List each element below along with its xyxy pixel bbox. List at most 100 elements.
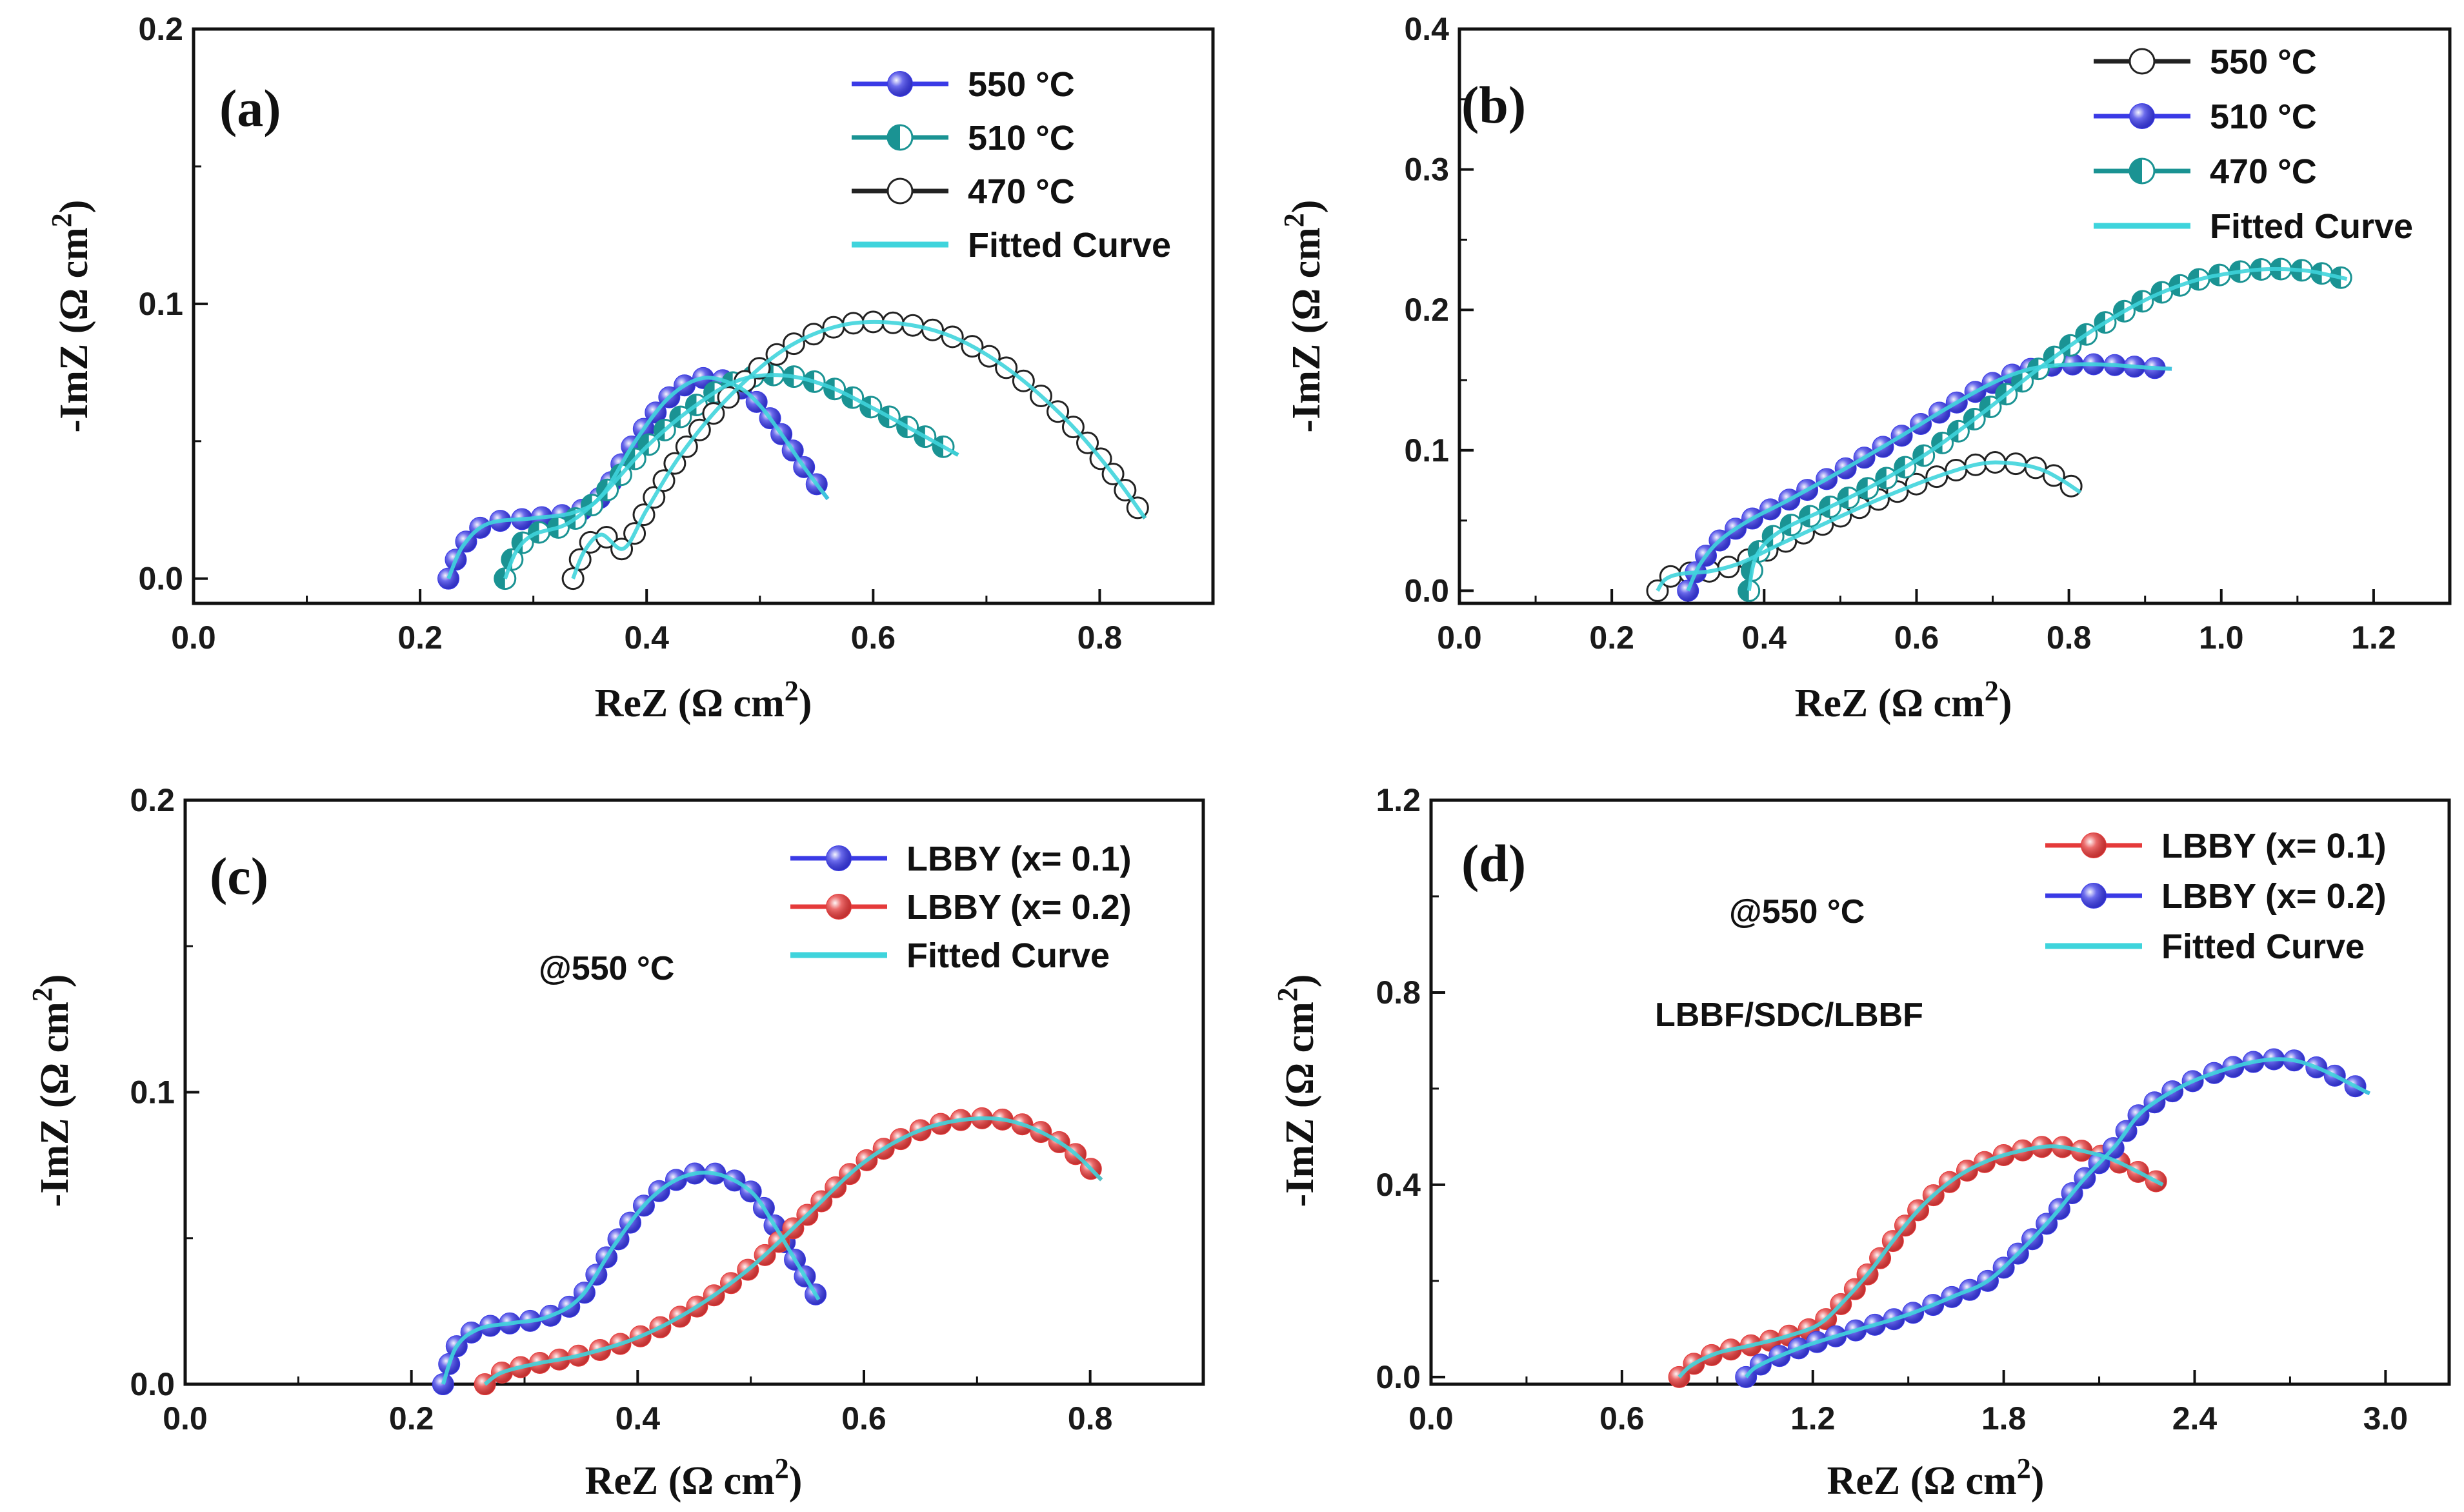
marker-circle [1646,579,1669,602]
legend-entry: 550 °C [852,65,1075,104]
x-axis-label: ReZ (Ω cm2) [595,675,812,725]
marker-half [2130,159,2142,183]
legend-label: 470 °C [968,172,1075,211]
fitted-curve [1686,362,2172,592]
y-tick-label: 0.0 [1404,572,1449,609]
fitted-curve [1656,460,2081,592]
series-470-c [1738,257,2352,602]
tick-marks: 0.0 0.2 0.4 0.6 0.8 0.0 0.1 0.2 [130,782,1112,1436]
marker-half [1738,580,1749,601]
series-line [571,319,1147,580]
x-tick-label: 1.2 [2351,620,2396,656]
tick-marks: 0.0 0.2 0.4 0.6 0.8 1.0 1.2 0.0 0.1 0.2 0.3 0.4 [1404,11,2396,656]
legend-entry: LBBY (x= 0.2) [2045,877,2387,916]
plot-frame [1429,798,2451,1386]
data-point [896,416,919,439]
x-tick-label: 0.2 [397,620,443,656]
panel-a: 0.0 0.2 0.4 0.6 0.8 0.0 0.1 0.2 (a) ReZ (Ω cm2)… [46,11,1215,725]
x-tick-label: 1.8 [1981,1400,2027,1436]
legend-entry: 470 °C [2094,152,2317,191]
fitted-curve [483,1116,1103,1386]
legend-label: Fitted Curve [2161,927,2365,966]
y-tick-label: 0.4 [1376,1167,1421,1203]
legend: LBBY (x= 0.1) LBBY (x= 0.2) Fitted Curve [790,840,1132,975]
panel-label: (b) [1461,76,1526,134]
legend-label: Fitted Curve [968,226,1171,265]
x-tick-label: 0.0 [1437,620,1482,656]
fitted-curve [1744,1057,2370,1378]
legend-label: 550 °C [968,65,1075,104]
data-point [2081,832,2107,858]
temperature-annotation: @550 °C [1729,893,1865,931]
x-tick-label: 0.4 [1742,620,1787,656]
marker-shine [432,1374,454,1395]
legend-label: 550 °C [2210,43,2317,81]
legend: 550 °C 510 °C 470 °C Fitted Curve [852,65,1171,265]
marker-shine [2130,104,2154,128]
data-point [887,71,913,97]
legend-entry: Fitted Curve [852,226,1171,265]
legend-label: LBBY (x= 0.1) [2161,827,2387,865]
legend-entry: Fitted Curve [2094,207,2413,246]
data-point [826,894,852,920]
legend-entry: 550 °C [2094,43,2317,81]
legend-label: Fitted Curve [2210,207,2413,246]
x-tick-label: 2.4 [2172,1400,2218,1436]
data-point [432,1373,454,1395]
y-axis-label: -ImZ (Ω cm2) [26,974,77,1207]
plot-frame [192,27,1215,605]
fit-curves [446,319,1147,580]
legend-entry: LBBY (x= 0.2) [790,888,1132,927]
y-tick-label: 0.0 [130,1366,175,1402]
tick-marks: 0.0 0.6 1.2 1.8 2.4 3.0 0.0 0.4 0.8 1.2 [1376,782,2408,1436]
legend-entry: LBBY (x= 0.1) [2045,827,2387,865]
x-tick-label: 0.8 [2047,620,2092,656]
x-tick-label: 0.8 [1077,620,1123,656]
y-tick-label: 0.3 [1404,152,1449,188]
legend-entry: 510 °C [2094,97,2317,136]
x-axis-label: ReZ (Ω cm2) [1827,1453,2045,1503]
marker-shine [2081,883,2106,908]
plot-frame [1457,27,2452,605]
y-tick-label: 0.2 [130,782,175,818]
series-line [1747,267,2348,592]
x-tick-label: 0.4 [624,620,669,656]
fitted-curve [1678,1144,2164,1378]
data-point [2128,48,2156,75]
data-point [1677,580,1699,602]
x-tick-label: 0.0 [171,620,216,656]
y-tick-label: 0.8 [1376,974,1421,1011]
fit-curves [1678,1057,2370,1378]
marker-circle [886,177,914,205]
data-point [1738,579,1761,602]
legend-label: 470 °C [2210,152,2317,191]
marker-shine [826,894,851,919]
y-axis-label: -ImZ (Ω cm2) [1272,974,1322,1207]
legend-entry: Fitted Curve [2045,927,2365,966]
x-tick-label: 0.6 [1894,620,1939,656]
temperature-annotation: @550 °C [539,950,674,987]
series-550-c [437,367,830,590]
panel-b: 0.0 0.2 0.4 0.6 0.8 1.0 1.2 0.0 0.1 0.2 0.3 0.4 (b)… [1278,11,2452,725]
legend-entry: LBBY (x= 0.1) [790,840,1132,878]
data-point [2129,103,2155,129]
data-point [1646,579,1669,602]
y-tick-label: 0.0 [1376,1359,1421,1395]
marker-half [888,125,900,150]
x-tick-label: 3.0 [2363,1400,2409,1436]
x-tick-label: 0.2 [389,1400,434,1436]
panel-c: 0.0 0.2 0.4 0.6 0.8 0.0 0.1 0.2 (c) @550 °C ReZ… [26,782,1205,1503]
legend-label: LBBY (x= 0.2) [906,888,1132,927]
legend-label: LBBY (x= 0.2) [2161,877,2387,916]
x-tick-label: 0.6 [841,1400,886,1436]
marker-shine [888,72,912,96]
marker-shine [826,846,851,871]
tick-marks: 0.0 0.2 0.4 0.6 0.8 0.0 0.1 0.2 [138,11,1122,656]
cell-configuration-annotation: LBBF/SDC/LBBF [1655,996,1923,1034]
y-tick-label: 0.2 [138,11,183,47]
x-tick-label: 0.0 [163,1400,208,1436]
data-point [2081,883,2107,909]
fitted-curve [446,376,830,580]
legend: 550 °C 510 °C 470 °C Fitted Curve [2094,43,2413,246]
